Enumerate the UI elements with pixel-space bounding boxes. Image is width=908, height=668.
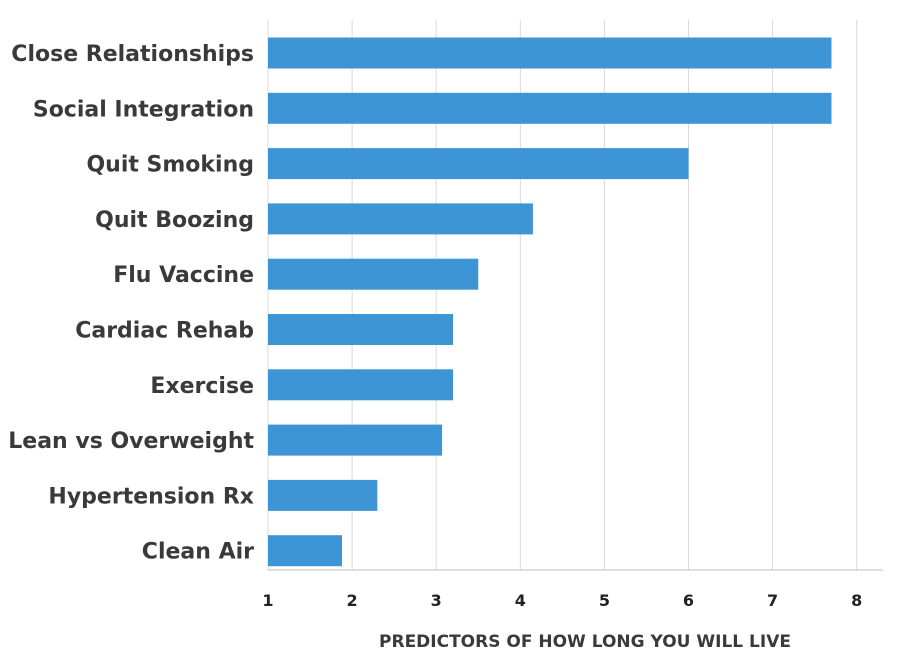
x-tick-label: 3: [431, 591, 442, 610]
x-tick-label: 7: [767, 591, 778, 610]
bar: [268, 92, 832, 124]
bar: [268, 424, 443, 456]
bars: [268, 37, 832, 567]
x-tick-label: 5: [599, 591, 610, 610]
x-tick-label: 4: [515, 591, 526, 610]
category-label: Close Relationships: [11, 42, 254, 67]
bar: [268, 479, 378, 511]
bar: [268, 148, 689, 180]
category-labels: Close Relationships Social Integration Qui…: [8, 42, 254, 565]
x-tick-labels: 1 2 3 4 5 6 7 8: [262, 591, 862, 610]
x-tick-label: 8: [851, 591, 862, 610]
bar: [268, 369, 454, 401]
category-label: Hypertension Rx: [48, 484, 254, 509]
bar: [268, 314, 454, 345]
x-tick-label: 6: [683, 591, 694, 610]
bar: [268, 37, 832, 69]
category-label: Lean vs Overweight: [8, 429, 254, 454]
category-label: Quit Boozing: [95, 208, 254, 233]
x-tick-label: 1: [262, 591, 273, 610]
category-label: Cardiac Rehab: [75, 319, 254, 344]
category-label: Social Integration: [33, 97, 254, 122]
category-label: Clean Air: [142, 540, 254, 565]
x-tick-label: 2: [347, 591, 358, 610]
x-axis-label: PREDICTORS OF HOW LONG YOU WILL LIVE: [379, 632, 791, 652]
category-label: Exercise: [150, 374, 254, 399]
category-label: Flu Vaccine: [113, 263, 254, 288]
bar: [268, 258, 479, 290]
bar: [268, 535, 343, 567]
category-label: Quit Smoking: [86, 153, 254, 178]
bar: [268, 203, 533, 235]
